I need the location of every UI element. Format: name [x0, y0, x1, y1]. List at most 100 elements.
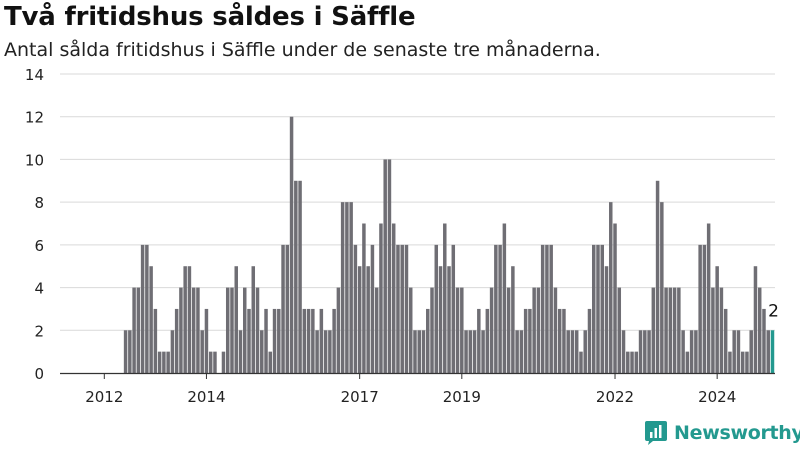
bar — [251, 266, 256, 373]
bar — [596, 244, 600, 373]
bar — [157, 351, 162, 373]
bar — [289, 116, 294, 373]
bar — [132, 287, 136, 373]
bar — [502, 223, 507, 373]
bar — [264, 308, 268, 373]
bar — [553, 287, 558, 373]
bar — [140, 244, 145, 373]
bar — [634, 351, 639, 373]
bar — [532, 287, 536, 373]
bar — [694, 330, 698, 373]
bar — [681, 330, 685, 373]
bar — [149, 266, 153, 373]
bar — [706, 223, 711, 373]
y-tick-label: 2 — [34, 322, 44, 340]
bar — [298, 180, 302, 373]
bar — [166, 351, 170, 373]
x-tick-label: 2014 — [187, 388, 225, 406]
bar — [174, 308, 179, 373]
bar — [400, 244, 404, 373]
x-tick-label: 2012 — [85, 388, 123, 406]
bar — [566, 330, 570, 373]
bar — [145, 244, 149, 373]
bar — [506, 287, 511, 373]
bar — [243, 287, 247, 373]
bar — [617, 287, 622, 373]
bar — [604, 266, 609, 373]
bar — [647, 330, 651, 373]
bar — [383, 159, 387, 373]
bar — [447, 266, 451, 373]
bar — [179, 287, 183, 373]
bar — [225, 287, 230, 373]
newsworthy-logo-icon — [645, 421, 667, 445]
bar — [277, 308, 281, 373]
bar — [247, 308, 251, 373]
bar — [332, 308, 336, 373]
bar — [511, 266, 515, 373]
y-axis: 0 2 4 6 8 10 12 14 — [25, 66, 44, 383]
bar — [668, 287, 673, 373]
bar — [260, 330, 264, 373]
bar — [600, 244, 604, 373]
bar — [434, 244, 439, 373]
bar — [153, 308, 158, 373]
bar — [281, 244, 285, 373]
bar — [549, 244, 553, 373]
bar — [660, 202, 664, 373]
bar — [609, 202, 613, 373]
bar — [464, 330, 468, 373]
bar — [374, 287, 379, 373]
bar — [579, 351, 583, 373]
bar — [208, 351, 213, 373]
bar — [562, 308, 566, 373]
bar — [489, 287, 494, 373]
bars — [123, 116, 775, 373]
bar — [745, 351, 749, 373]
bar — [404, 244, 409, 373]
y-tick-label: 6 — [34, 237, 44, 255]
bar — [677, 287, 681, 373]
bar — [353, 244, 358, 373]
bar — [591, 244, 596, 373]
bar — [630, 351, 634, 373]
newsworthy-logo: Newsworthy — [644, 420, 800, 446]
y-tick-label: 0 — [34, 365, 44, 383]
x-tick-label: 2017 — [341, 388, 379, 406]
y-tick-label: 10 — [25, 151, 44, 169]
bar — [357, 266, 362, 373]
bar — [396, 244, 400, 373]
bar — [306, 308, 311, 373]
chart-title: Två fritidshus såldes i Säffle — [4, 2, 416, 32]
bar — [455, 287, 460, 373]
bar — [494, 244, 498, 373]
bar — [698, 244, 702, 373]
bar — [498, 244, 502, 373]
bar — [413, 330, 417, 373]
bar — [715, 266, 719, 373]
bar — [536, 287, 541, 373]
bar — [574, 330, 579, 373]
bar — [638, 330, 643, 373]
bar — [613, 223, 617, 373]
bar — [587, 308, 592, 373]
bar — [391, 223, 396, 373]
bar — [196, 287, 200, 373]
bar — [221, 351, 226, 373]
bar — [268, 351, 273, 373]
bar — [460, 287, 464, 373]
bar — [319, 308, 324, 373]
bar — [515, 330, 519, 373]
bar — [732, 330, 736, 373]
bar — [685, 351, 690, 373]
bar — [485, 308, 490, 373]
bar — [408, 287, 413, 373]
bar — [426, 308, 430, 373]
bar — [481, 330, 485, 373]
bar — [651, 287, 656, 373]
bar — [234, 266, 238, 373]
bar — [723, 308, 728, 373]
bar — [323, 330, 328, 373]
bar — [545, 244, 549, 373]
